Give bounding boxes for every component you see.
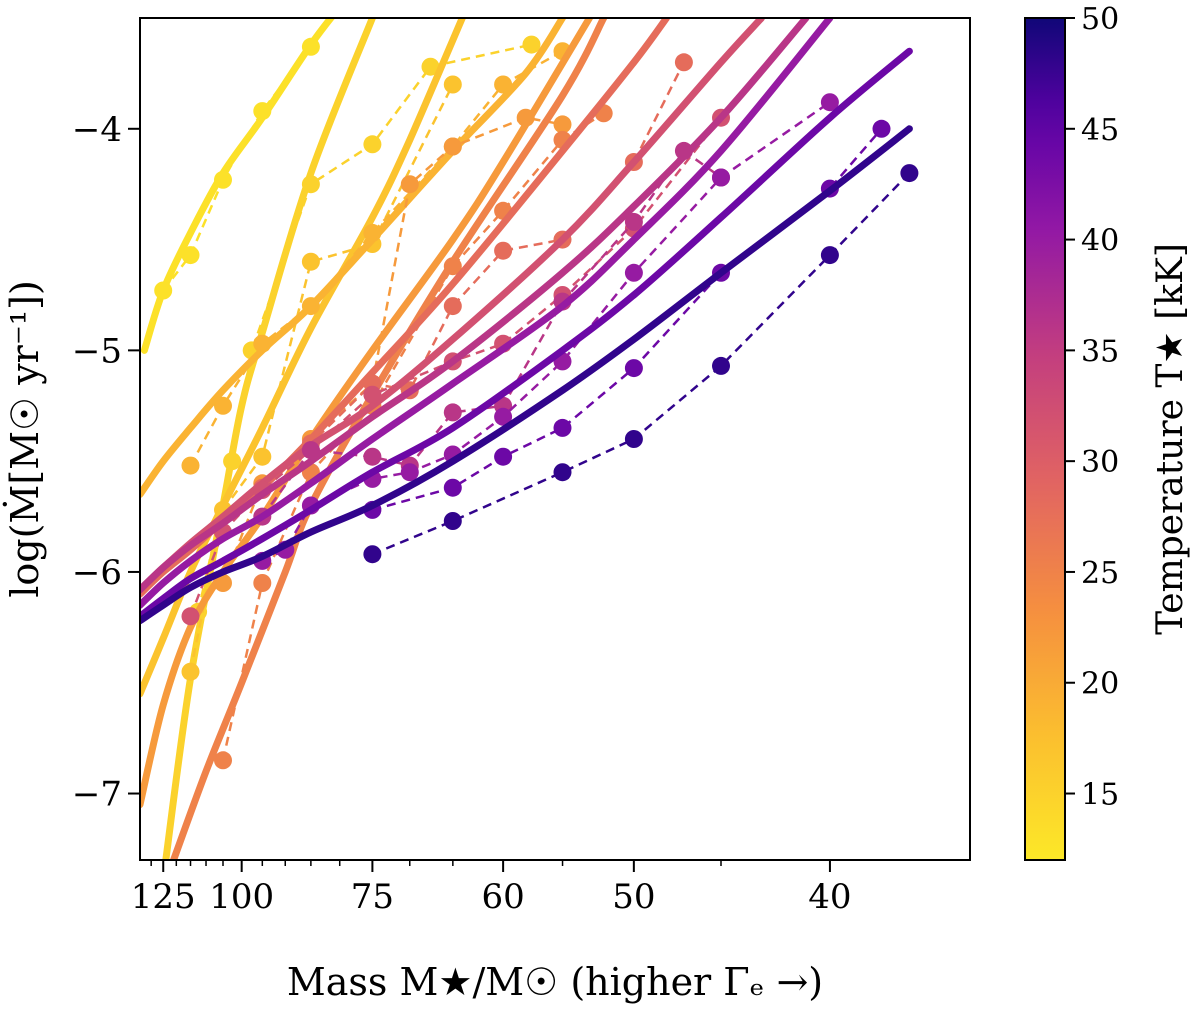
data-point — [214, 170, 232, 189]
data-point — [301, 37, 320, 56]
data-point — [624, 263, 643, 282]
series-40kK — [140, 18, 839, 609]
colorbar: 15 20 25 30 35 40 45 50 Temperature T★ [kK] — [1024, 2, 1191, 861]
x-tick-label: 125 — [131, 877, 196, 917]
colorbar-tick-label: 30 — [1081, 445, 1119, 480]
data-point — [181, 607, 200, 626]
data-point — [872, 119, 891, 138]
x-tick-label: 75 — [351, 877, 394, 917]
data-point — [181, 662, 200, 681]
data-point — [443, 403, 462, 422]
colorbar-tick-label: 35 — [1081, 334, 1119, 369]
data-point — [363, 135, 382, 154]
data-point — [443, 257, 462, 276]
data-point — [301, 175, 320, 194]
series-48kK — [140, 125, 919, 625]
colorbar-tick-label: 50 — [1081, 2, 1119, 37]
data-point — [522, 35, 541, 54]
data-point — [624, 430, 643, 448]
data-point — [363, 545, 382, 564]
data-point — [624, 212, 643, 231]
data-point — [712, 356, 730, 375]
data-point — [674, 53, 693, 72]
data-point — [363, 385, 382, 404]
data-point — [553, 115, 572, 134]
data-point — [154, 281, 173, 300]
data-point — [443, 478, 462, 497]
colorbar-tick-label: 40 — [1081, 224, 1119, 259]
data-point — [253, 574, 272, 592]
data-point — [820, 246, 839, 265]
model-dashed-line-19kK — [189, 50, 564, 467]
data-point — [494, 407, 513, 426]
data-point — [223, 452, 242, 471]
fit-line-36kK — [140, 18, 810, 594]
y-tick-label: −6 — [72, 553, 122, 593]
data-point — [443, 512, 462, 530]
colorbar-gradient — [1024, 17, 1066, 861]
colorbar-tick-label: 15 — [1081, 778, 1119, 813]
plot-area: 125 100 75 60 50 40 −7 −6 −5 −4 — [72, 17, 971, 917]
data-point — [253, 102, 272, 121]
data-point — [443, 297, 462, 316]
y-tick-label: −7 — [72, 775, 122, 815]
data-point — [494, 75, 513, 94]
data-point — [400, 175, 419, 194]
data-point — [674, 141, 693, 160]
x-axis-title: Mass M★/M☉ (higher Γₑ →) — [287, 960, 823, 1004]
data-point — [553, 418, 572, 437]
data-point — [181, 456, 200, 475]
data-point — [301, 297, 320, 316]
fit-line-48kK — [140, 125, 913, 625]
colorbar-tick-label: 20 — [1081, 667, 1119, 702]
data-point — [712, 168, 730, 187]
data-point — [181, 246, 200, 265]
colorbar-tick-label: 45 — [1081, 113, 1119, 148]
series-13kK — [140, 18, 336, 354]
model-dashed-line-32kK — [189, 116, 722, 617]
data-point — [214, 751, 232, 770]
data-point — [363, 223, 382, 242]
data-point — [494, 447, 513, 466]
data-point — [214, 396, 232, 415]
x-tick-label: 40 — [808, 877, 851, 917]
colorbar-tick-label: 25 — [1081, 556, 1119, 591]
x-axis-ticks: 125 100 75 60 50 40 — [131, 860, 852, 917]
colorbar-title: Temperature T★ [kK] — [1150, 243, 1191, 635]
colorbar-ticks: 15 20 25 30 35 40 45 50 — [1065, 2, 1119, 813]
data-point — [900, 164, 919, 183]
data-point — [363, 447, 382, 466]
model-dashed-line-25kK — [221, 112, 605, 761]
data-point — [400, 463, 419, 482]
data-point — [516, 108, 535, 127]
data-point — [421, 57, 440, 76]
plot-frame — [139, 17, 971, 861]
data-point — [494, 241, 513, 260]
data-point — [820, 93, 839, 112]
data-point — [214, 574, 232, 592]
data-point — [301, 441, 320, 460]
fit-line-44kK — [140, 47, 913, 620]
x-tick-label: 50 — [612, 877, 655, 917]
data-point — [443, 75, 462, 94]
data-point — [624, 359, 643, 378]
data-point — [253, 334, 272, 353]
fit-line-40kK — [140, 18, 834, 609]
data-point — [553, 463, 572, 482]
x-tick-label: 60 — [481, 877, 524, 917]
data-point — [253, 447, 272, 466]
y-axis-title: log(Ṁ[M☉ yr⁻¹]) — [3, 280, 47, 598]
y-tick-label: −4 — [72, 110, 122, 150]
x-tick-label: 100 — [209, 877, 274, 917]
fit-line-28kK — [140, 18, 670, 598]
data-point — [301, 252, 320, 271]
model-dashed-line-28kK — [261, 61, 686, 489]
y-axis-ticks: −7 −6 −5 −4 — [72, 110, 140, 815]
data-point — [443, 137, 462, 156]
y-tick-label: −5 — [72, 331, 122, 371]
